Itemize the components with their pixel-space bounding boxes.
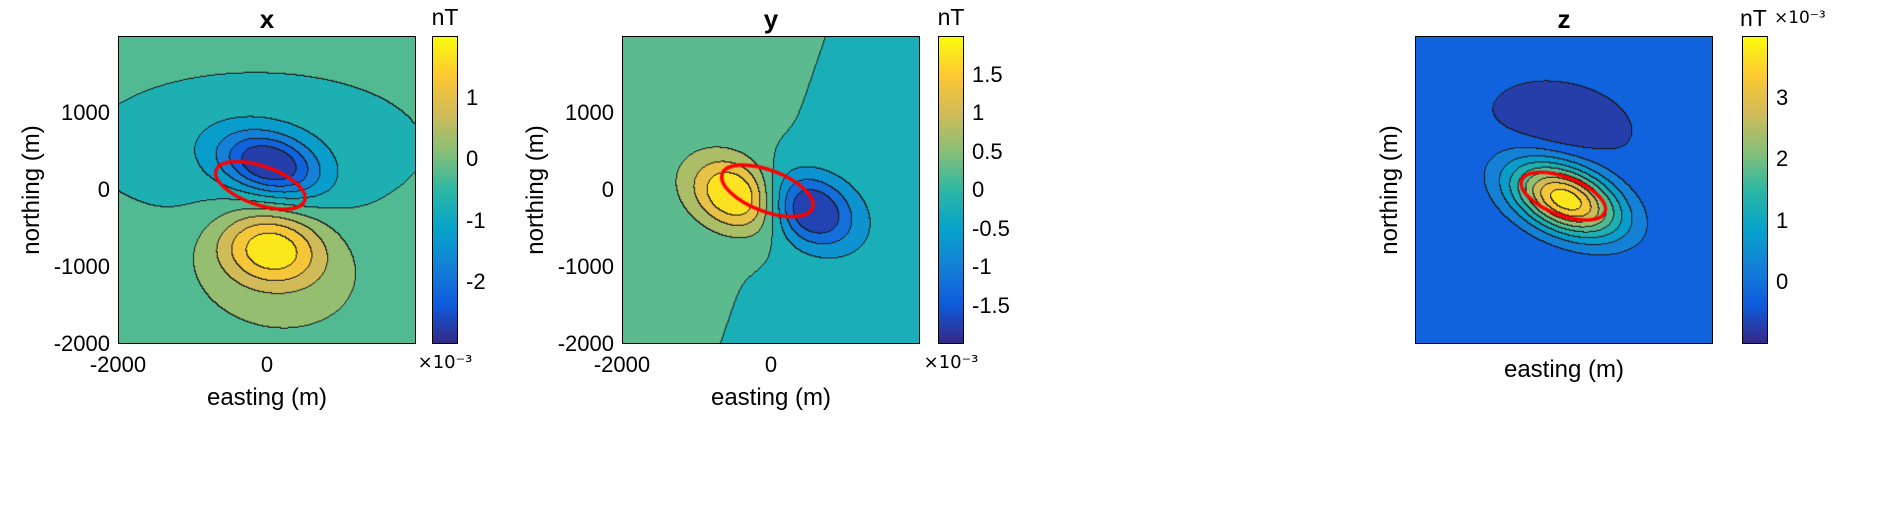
colorbar-scale-label: ×10⁻³ (1774, 8, 1826, 28)
y-tick-label: 0 (97, 177, 110, 202)
y-tick-label: -1000 (53, 254, 110, 279)
colorbar-canvas-y (939, 37, 963, 343)
subplot-x-title: x (259, 4, 275, 34)
y-tick-label: 1000 (61, 100, 110, 125)
colorbar-tick-label: 2 (1776, 146, 1789, 172)
colorbar-canvas-x (433, 37, 457, 343)
colorbar-tick-label: -1 (972, 254, 992, 279)
colorbar-scale-label: ×10⁻³ (923, 352, 979, 373)
y-axis-label: northing (m) (522, 125, 549, 255)
colorbar-unit-label: nT (1740, 5, 1767, 31)
x-tick-label: 0 (260, 352, 274, 377)
y-tick-label: -2000 (557, 331, 614, 356)
colorbar-canvas-z (1743, 37, 1767, 343)
y-axis-label: northing (m) (1376, 125, 1403, 255)
colorbar-tick-label: -1.5 (972, 292, 1010, 318)
x-tick-label: 0 (764, 352, 778, 377)
y-tick-label: -2000 (53, 331, 110, 356)
colorbar-scale-label: ×10⁻³ (417, 352, 473, 373)
colorbar-tick-label: 0 (972, 177, 985, 202)
y-tick-label: 0 (601, 177, 614, 202)
colorbar-tick-label: 3 (1776, 84, 1789, 110)
x-tick-label: -2000 (89, 352, 147, 377)
subplot-z-title: z (1557, 4, 1571, 34)
colorbar-z (1742, 36, 1768, 344)
x-axis-label: easting (m) (206, 384, 328, 411)
colorbar-tick-label: 1.5 (972, 61, 1003, 87)
colorbar-x (432, 36, 458, 344)
y-axis-label: northing (m) (18, 125, 45, 255)
colorbar-unit-label: nT (937, 4, 965, 30)
colorbar-tick-label: 1 (1776, 207, 1789, 233)
colorbar-tick-label: 0 (1776, 269, 1789, 295)
x-tick-label: -2000 (593, 352, 651, 377)
colorbar-tick-label: 1 (466, 84, 479, 110)
y-tick-label: -1000 (557, 254, 614, 279)
contour-plot-y (622, 36, 920, 344)
colorbar-tick-label: 0 (466, 146, 479, 172)
colorbar-tick-label: 0.5 (972, 138, 1003, 164)
colorbar-tick-label: -2 (466, 269, 486, 295)
x-axis-label: easting (m) (710, 384, 832, 411)
colorbar-unit-label: nT (431, 4, 459, 30)
contour-canvas-z (1416, 37, 1712, 343)
contour-canvas-y (623, 37, 919, 343)
contour-plot-x (118, 36, 416, 344)
subplot-y-title: y (763, 4, 779, 34)
colorbar-tick-label: 1 (972, 100, 985, 125)
y-tick-label: 1000 (565, 100, 614, 125)
x-axis-label: easting (m) (1503, 356, 1625, 383)
colorbar-tick-label: -0.5 (972, 215, 1010, 241)
contour-plot-z (1415, 36, 1713, 344)
contour-canvas-x (119, 37, 415, 343)
colorbar-y (938, 36, 964, 344)
colorbar-tick-label: -1 (466, 207, 486, 233)
